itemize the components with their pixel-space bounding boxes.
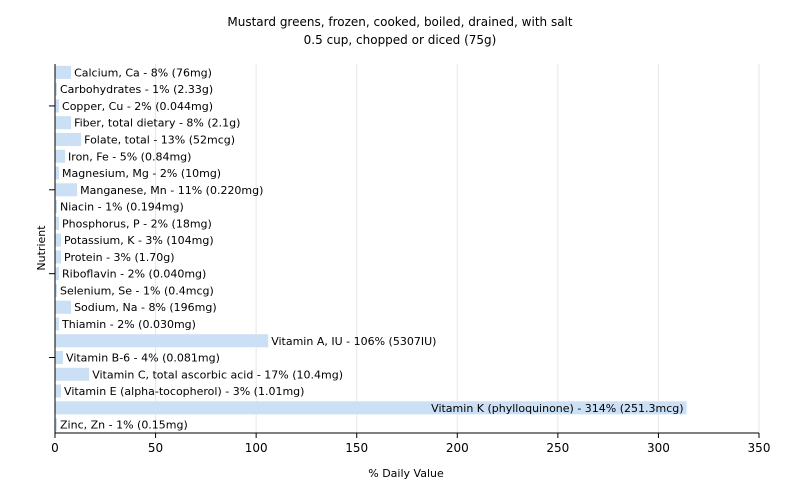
bar (55, 384, 62, 398)
bar (55, 283, 58, 297)
bar (55, 216, 60, 230)
bar-label: Potassium, K - 3% (104mg) (64, 234, 214, 247)
bar-label: Copper, Cu - 2% (0.044mg) (62, 100, 213, 113)
bar (55, 233, 62, 247)
bar (55, 82, 58, 96)
bar-label: Calcium, Ca - 8% (76mg) (74, 66, 212, 79)
bar (55, 183, 78, 197)
bar-label: Manganese, Mn - 11% (0.220mg) (80, 184, 263, 197)
x-axis-title: % Daily Value (368, 467, 444, 480)
bar-label: Niacin - 1% (0.194mg) (60, 201, 184, 214)
bar (55, 250, 62, 264)
bar (55, 267, 60, 281)
bars: Calcium, Ca - 8% (76mg) Carbohydrates - 1… (55, 65, 687, 432)
bar-label: Sodium, Na - 8% (196mg) (74, 301, 217, 314)
bar-label: Vitamin B-6 - 4% (0.081mg) (66, 352, 220, 365)
x-tick-label: 200 (446, 441, 469, 455)
x-tick-label: 150 (345, 441, 368, 455)
bar (55, 334, 269, 348)
bar (55, 99, 60, 113)
x-tick-label: 100 (245, 441, 268, 455)
bar (55, 149, 66, 163)
bar-label: Carbohydrates - 1% (2.33g) (60, 83, 213, 96)
gridlines (155, 64, 760, 433)
bar-label: Folate, total - 13% (52mcg) (84, 133, 235, 146)
bar (55, 350, 64, 365)
bar-label: Selenium, Se - 1% (0.4mcg) (60, 284, 214, 297)
bar-label: Vitamin C, total ascorbic acid - 17% (10… (92, 368, 343, 381)
bar (55, 300, 72, 314)
bar-label: Vitamin K (phylloquinone) - 314% (251.3m… (431, 402, 683, 415)
chart-subtitle: 0.5 cup, chopped or diced (75g) (304, 33, 497, 47)
bar-label: Riboflavin - 2% (0.040mg) (62, 268, 206, 281)
bar-label: Vitamin A, IU - 106% (5307IU) (271, 335, 436, 348)
bar-label: Zinc, Zn - 1% (0.15mg) (60, 419, 188, 432)
bar-label: Thiamin - 2% (0.030mg) (61, 318, 196, 331)
bar (55, 200, 58, 214)
bar-label: Protein - 3% (1.70g) (64, 251, 175, 264)
bar (55, 166, 60, 180)
x-ticks: 0 50 100 150 200 250 300 350 (51, 433, 770, 455)
bar-label: Phosphorus, P - 2% (18mg) (62, 217, 212, 230)
bar (55, 401, 687, 415)
x-tick-label: 50 (148, 441, 163, 455)
bar-label: Fiber, total dietary - 8% (2.1g) (74, 117, 240, 130)
bar (55, 65, 72, 79)
chart-title: Mustard greens, frozen, cooked, boiled, … (227, 15, 572, 29)
bar (55, 132, 82, 147)
bar (55, 116, 72, 130)
bar-label: Vitamin E (alpha-tocopherol) - 3% (1.01m… (64, 385, 304, 398)
bar-label: Iron, Fe - 5% (0.84mg) (68, 150, 191, 163)
x-tick-label: 300 (647, 441, 670, 455)
bar (55, 418, 58, 432)
axes (49, 64, 759, 434)
bar (55, 367, 90, 381)
bar-label: Magnesium, Mg - 2% (10mg) (62, 167, 221, 180)
y-axis-title: Nutrient (35, 225, 48, 271)
x-tick-label: 250 (546, 441, 569, 455)
x-tick-label: 0 (51, 441, 59, 455)
bar (55, 317, 60, 331)
x-tick-label: 350 (748, 441, 771, 455)
